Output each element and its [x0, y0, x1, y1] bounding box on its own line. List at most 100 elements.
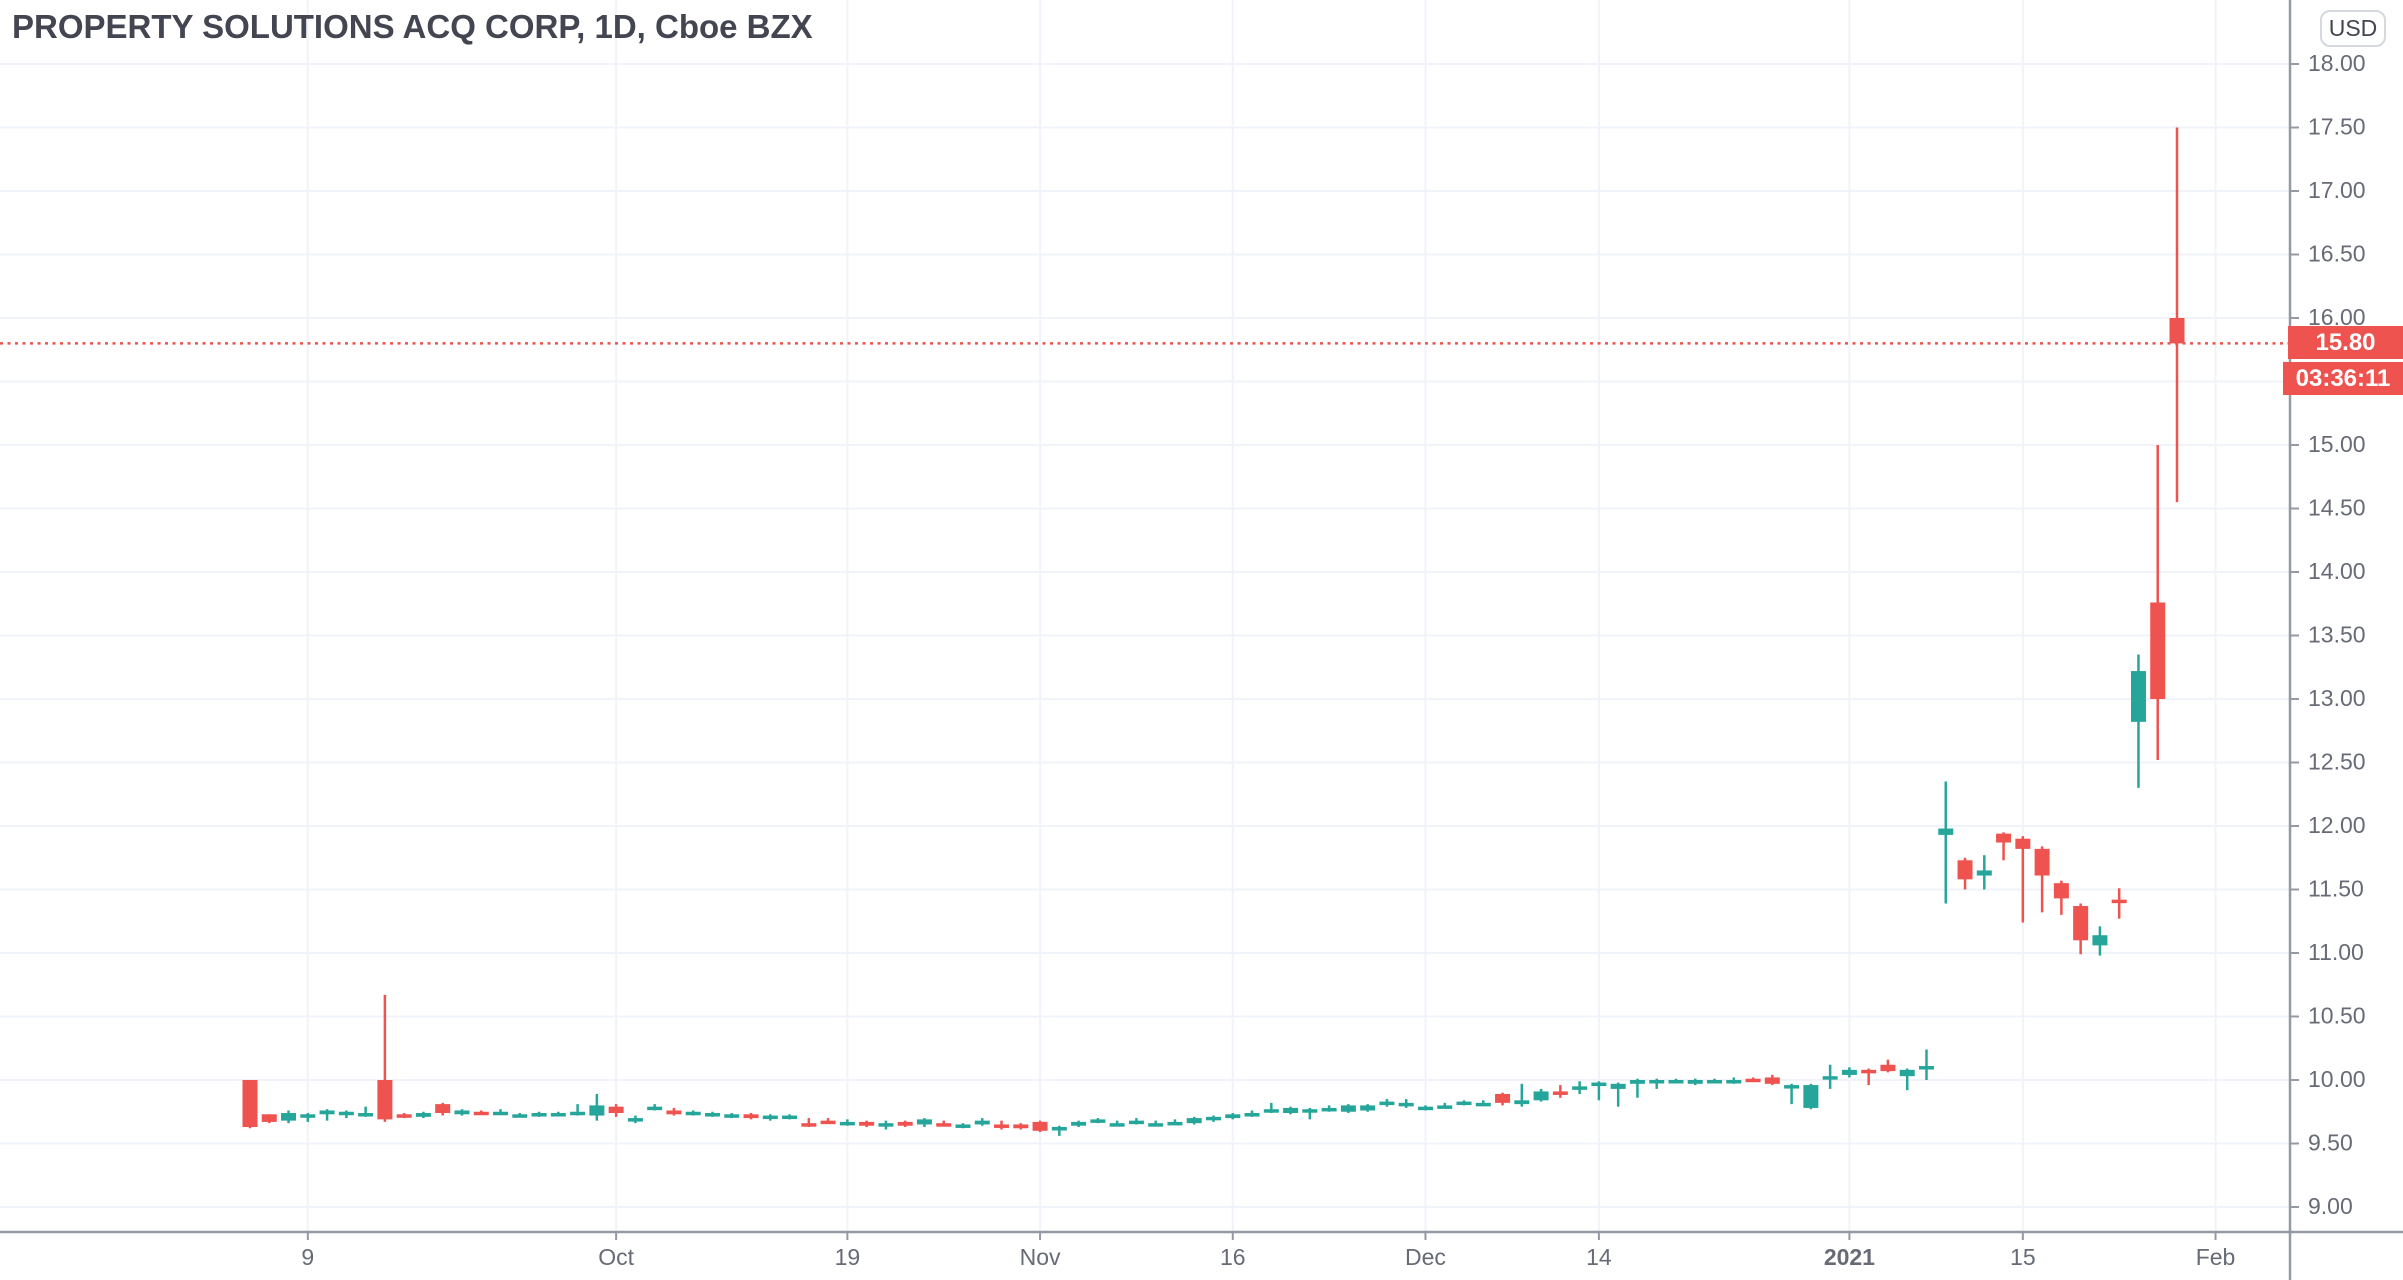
price-tick-label: 18.00 — [2308, 50, 2366, 76]
candle-body — [2130, 671, 2146, 722]
candle-body — [396, 1114, 412, 1118]
candle-body — [1398, 1102, 1414, 1107]
candle-body — [1128, 1120, 1144, 1125]
candle-body — [743, 1114, 759, 1119]
candle-body — [1244, 1113, 1260, 1117]
candle-body — [1148, 1123, 1164, 1127]
candle-body — [1707, 1080, 1723, 1084]
candle-body — [1533, 1091, 1549, 1101]
time-axis[interactable]: 9 Oct 19 Nov 16 Dec 14 2021 15 Feb — [301, 1232, 2235, 1270]
candle-body — [1552, 1091, 1568, 1095]
price-tick-label: 17.00 — [2308, 177, 2366, 203]
price-axis[interactable]: 18.0017.5017.0016.5016.0015.5015.0014.50… — [2290, 50, 2366, 1219]
candle-body — [1784, 1085, 1800, 1089]
candle-body — [647, 1106, 663, 1111]
candle-body — [1263, 1109, 1279, 1113]
price-tick-label: 16.00 — [2308, 304, 2366, 330]
candle-body — [1745, 1078, 1761, 1083]
price-tick-label: 9.00 — [2308, 1193, 2353, 1219]
candle-body — [1167, 1121, 1183, 1126]
candle-body — [627, 1118, 643, 1122]
candle-body — [878, 1123, 894, 1127]
time-tick-label: Nov — [1020, 1244, 1061, 1270]
candle-body — [1841, 1069, 1857, 1075]
time-tick-label: 9 — [301, 1244, 314, 1270]
candle-body — [415, 1113, 431, 1117]
candle-body — [1880, 1064, 1896, 1072]
price-tick-label: 12.00 — [2308, 812, 2366, 838]
candle-body — [1996, 833, 2012, 843]
candle-body — [1591, 1082, 1607, 1087]
candle-body — [666, 1110, 682, 1115]
candle-body — [1764, 1077, 1780, 1084]
currency-button[interactable]: USD — [2320, 10, 2386, 47]
price-tick-label: 14.50 — [2308, 495, 2366, 521]
candle-body — [1379, 1101, 1395, 1106]
time-tick-label: 19 — [835, 1244, 861, 1270]
candle-body — [300, 1114, 316, 1118]
candles-layer — [242, 127, 2185, 1136]
time-tick-label: Feb — [2196, 1244, 2236, 1270]
candle-body — [1437, 1105, 1453, 1109]
candle-body — [1976, 870, 1992, 876]
candle-body — [435, 1104, 451, 1114]
candle-body — [1861, 1069, 1877, 1074]
candle-body — [1051, 1126, 1067, 1131]
candle-body — [782, 1115, 798, 1120]
candle-body — [1321, 1107, 1337, 1112]
price-tick-label: 12.50 — [2308, 749, 2366, 775]
candle-body — [2034, 848, 2050, 876]
candle-body — [1918, 1066, 1934, 1070]
candle-body — [493, 1111, 509, 1116]
candle-body — [2092, 935, 2108, 946]
countdown-label: 03:36:11 — [2283, 362, 2403, 395]
candle-body — [1475, 1102, 1491, 1107]
candle-body — [1013, 1124, 1029, 1129]
candle-body — [1071, 1121, 1087, 1126]
candle-body — [1687, 1080, 1703, 1084]
candle-body — [1186, 1118, 1202, 1124]
candle-body — [1649, 1080, 1665, 1084]
candle-body — [2053, 883, 2069, 899]
price-tick-label: 9.50 — [2308, 1130, 2353, 1156]
price-tick-label: 13.50 — [2308, 622, 2366, 648]
candle-body — [820, 1120, 836, 1125]
price-tick-label: 10.00 — [2308, 1066, 2366, 1092]
candle-body — [1090, 1119, 1106, 1123]
candle-body — [1417, 1106, 1433, 1111]
candle-body — [1957, 860, 1973, 880]
candle-body — [1032, 1121, 1048, 1131]
candle-body — [1803, 1085, 1819, 1108]
candle-body — [801, 1123, 817, 1127]
candle-body — [916, 1119, 932, 1125]
price-tick-label: 16.50 — [2308, 241, 2366, 267]
time-tick-label: 16 — [1220, 1244, 1246, 1270]
symbol-title: PROPERTY SOLUTIONS ACQ CORP, 1D, Cboe BZ… — [12, 8, 813, 45]
candle-body — [2169, 318, 2185, 344]
price-tick-label: 13.00 — [2308, 685, 2366, 711]
candle-body — [1283, 1107, 1299, 1114]
price-tick-label: 11.50 — [2308, 876, 2364, 902]
candle-body — [2111, 899, 2127, 904]
candle-body — [473, 1111, 489, 1116]
time-tick-label: 15 — [2010, 1244, 2036, 1270]
candle-body — [994, 1124, 1010, 1128]
candle-body — [1340, 1105, 1356, 1112]
candle-body — [1572, 1086, 1588, 1090]
candle-body — [1360, 1105, 1376, 1111]
time-tick-label: Oct — [598, 1244, 634, 1270]
candle-body — [1610, 1083, 1626, 1089]
candle-body — [589, 1105, 605, 1116]
candle-body — [1225, 1114, 1241, 1119]
candle-body — [531, 1113, 547, 1117]
candle-body — [2015, 838, 2031, 849]
price-tick-label: 15.00 — [2308, 431, 2366, 457]
candle-body — [762, 1115, 778, 1120]
candle-body — [859, 1121, 875, 1126]
candle-body — [1302, 1109, 1318, 1113]
candle-body — [1629, 1080, 1645, 1084]
candle-body — [281, 1113, 297, 1121]
